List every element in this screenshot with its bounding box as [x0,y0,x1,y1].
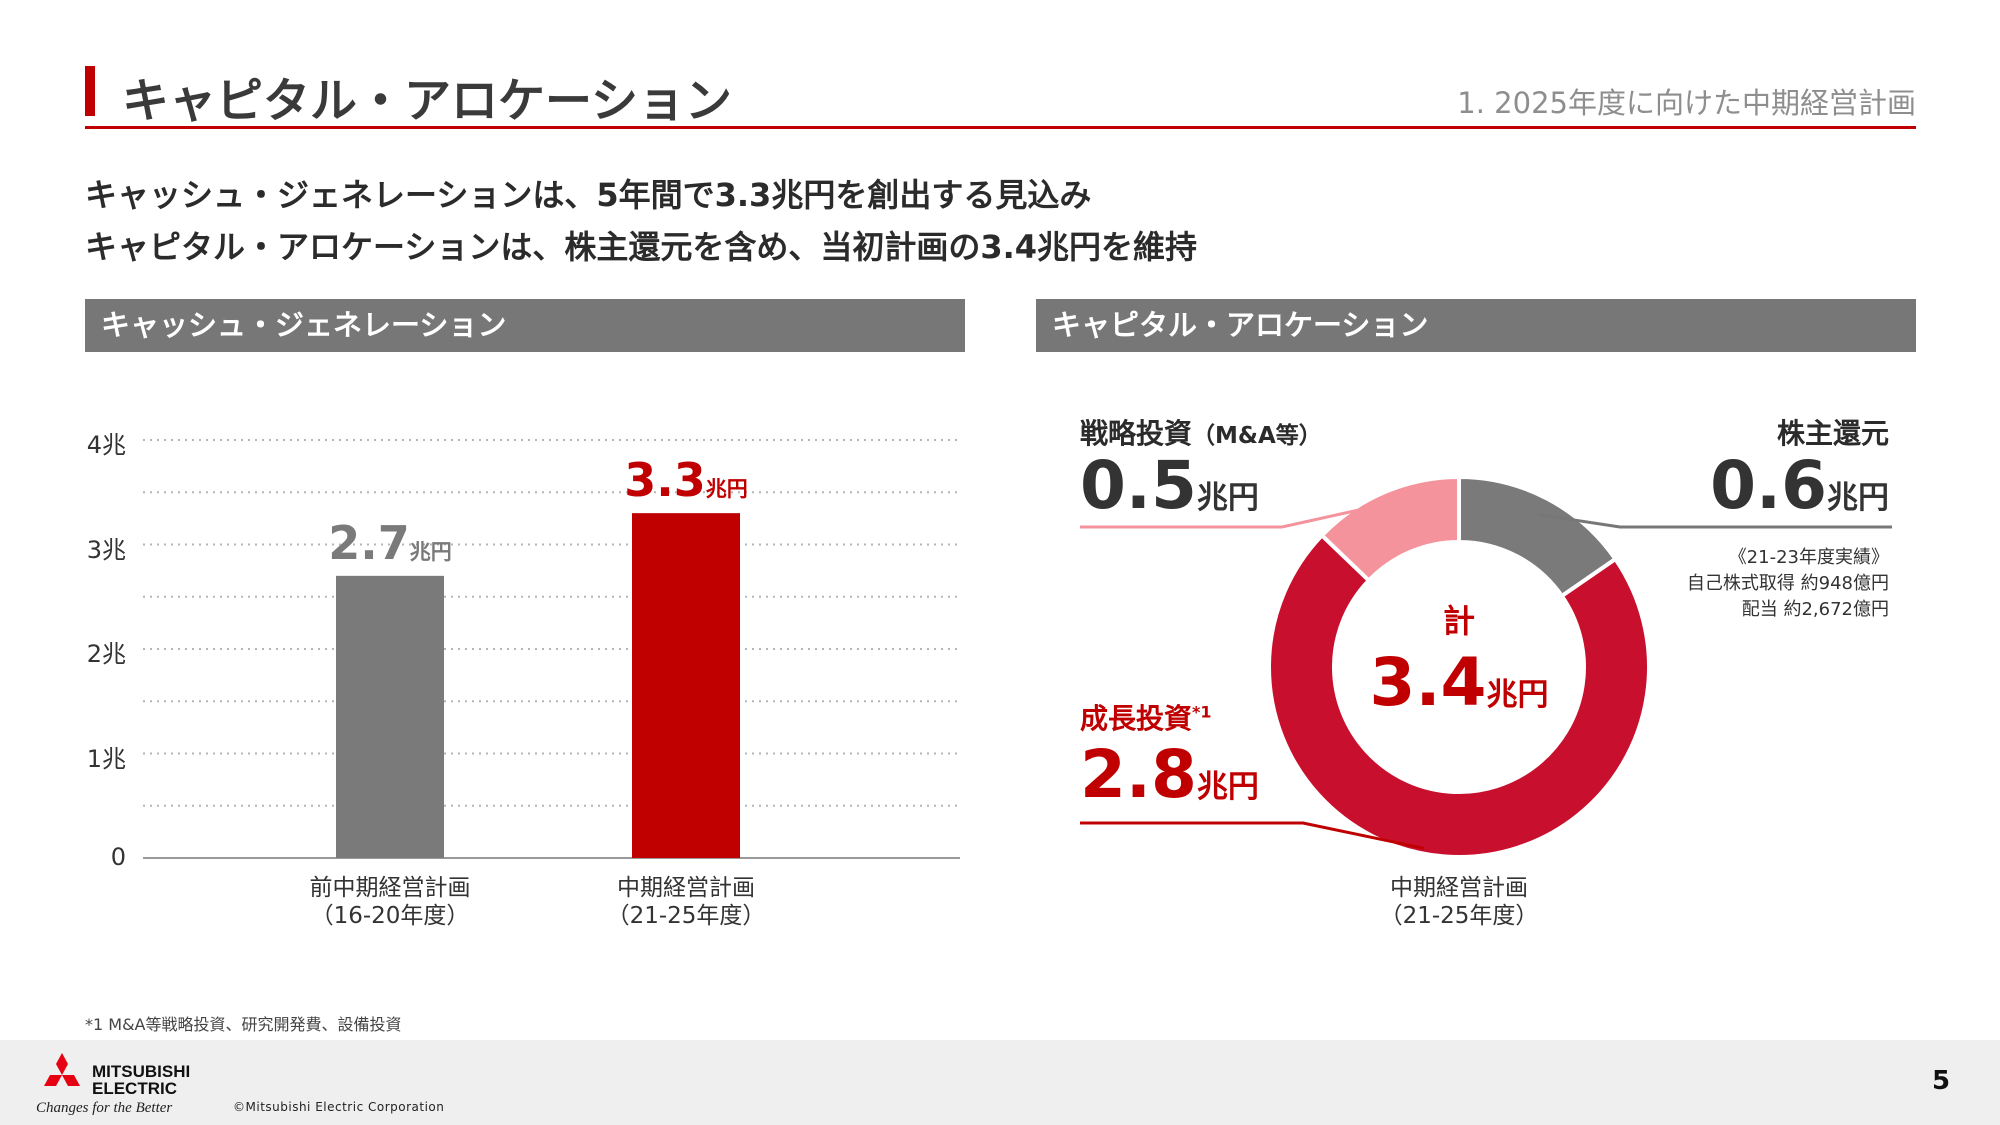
donut-total-number: 3.4 [1369,644,1487,721]
x-category-label: 中期経営計画 （21-25年度） [556,874,816,930]
y-tick-label: 0 [110,843,126,871]
growth-investment-title: 成長投資*1 [1080,697,1212,737]
growth-investment-title-main: 成長投資 [1080,702,1193,735]
lead-line-1: キャッシュ・ジェネレーションは、5年間で3.3兆円を創出する見込み [85,176,1092,214]
footer [0,1040,2000,1125]
copyright: ©Mitsubishi Electric Corporation [233,1100,445,1114]
growth-investment-number: 2.8 [1080,736,1197,813]
section-label: 1. 2025年度に向けた中期経営計画 [1457,86,1916,120]
shareholder-note-dividend: 配当 約2,672億円 [1741,599,1889,620]
y-tick-label: 3兆 [86,535,126,564]
bar-value-label: 2.7兆円 [240,520,540,566]
strategic-investment-value: 0.5兆円 [1080,453,1259,519]
x-category-label-line: 前中期経営計画 [309,875,471,901]
strategic-investment-title-main: 戦略投資 [1080,417,1193,450]
strategic-leader-line [1080,501,1390,529]
donut-slice [1267,532,1651,859]
growth-investment-footnote-mark: *1 [1192,702,1212,722]
donut-caption-line-1: 中期経営計画 [1390,875,1528,901]
growth-investment-unit: 兆円 [1196,769,1259,805]
bar-value-unit: 兆円 [409,539,452,564]
x-category-label-line: （21-25年度） [606,903,766,929]
bar-value-unit: 兆円 [705,477,748,502]
strategic-investment-title-paren: （M&A等） [1192,423,1322,449]
shareholder-note-heading: 《21-23年度実績》 [1728,547,1889,568]
title-accent-bar [85,66,95,116]
strategic-investment-title: 戦略投資（M&A等） [1080,412,1322,452]
bar-value-label: 3.3兆円 [536,457,836,503]
shareholder-returns-unit: 兆円 [1827,480,1889,516]
page-title: キャピタル・アロケーション [122,74,733,129]
title-divider [85,126,1916,129]
cash-generation-panel-header: キャッシュ・ジェネレーション [85,299,965,352]
bar-value-number: 2.7 [328,515,410,570]
donut-total-value: 3.4兆円 [1309,650,1609,716]
shareholder-returns-value: 0.6兆円 [1710,453,1889,519]
x-category-label: 前中期経営計画 （16-20年度） [260,874,520,930]
y-tick-label: 2兆 [86,640,126,668]
x-category-label-line: （16-20年度） [310,903,470,929]
logo-line-1: MITSUBISHI [92,1062,191,1081]
shareholder-returns-number: 0.6 [1710,447,1827,524]
shareholder-returns-title: 株主還元 [1776,417,1889,450]
strategic-investment-unit: 兆円 [1196,480,1259,516]
x-category-label-line: 中期経営計画 [617,875,755,901]
bar-value-number: 3.3 [624,453,706,508]
capital-allocation-panel-header: キャピタル・アロケーション [1036,299,1916,352]
brand-tagline: Changes for the Better [36,1100,173,1116]
growth-investment-value: 2.8兆円 [1080,742,1259,808]
footnote: *1 M&A等戦略投資、研究開発費、設備投資 [85,1015,402,1034]
company-logo-text: MITSUBISHI ELECTRIC [92,1063,190,1097]
strategic-investment-number: 0.5 [1080,447,1197,524]
mitsubishi-three-diamonds-logo-icon [44,1053,80,1086]
growth-leader-line [1080,821,1425,850]
bar [336,575,444,858]
donut-total-unit: 兆円 [1486,677,1549,713]
donut-caption: 中期経営計画 （21-25年度） [1329,874,1589,930]
shareholder-note-buyback: 自己株式取得 約948億円 [1686,573,1889,594]
donut-slice [1319,474,1461,584]
page-number: 5 [1932,1066,1951,1096]
shareholder-leader-line [1538,513,1892,529]
donut-total-label: 計 [1442,602,1475,640]
y-tick-label: 4兆 [86,431,126,459]
lead-line-2: キャピタル・アロケーションは、株主還元を含め、当初計画の3.4兆円を維持 [85,228,1198,266]
donut-caption-line-2: （21-25年度） [1379,903,1539,929]
shareholder-returns-notes: 《21-23年度実績》 自己株式取得 約948億円 配当 約2,672億円 [1687,545,1889,623]
bar [632,513,740,858]
logo-line-2: ELECTRIC [92,1079,177,1098]
y-tick-label: 1兆 [86,744,126,773]
